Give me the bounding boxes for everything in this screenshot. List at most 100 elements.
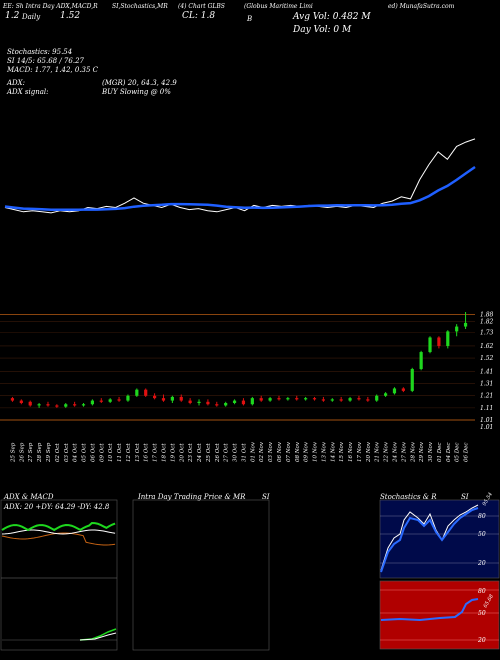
candle-body [224,403,228,406]
stoch-panel-title: Stochastics & R [380,493,437,501]
date-tick-label: 20 Oct [179,443,185,463]
avg-volume: Avg Vol: 0.482 M [293,12,371,22]
candle-body [410,369,414,391]
mr-panel-si: SI [262,493,270,501]
date-tick-label: 19 Oct [170,443,176,462]
candle-body [64,404,68,407]
candle-body [170,396,174,401]
buy-signal: BUY Slowing @ 0% [102,88,171,96]
date-tick-label: 12 Oct [126,443,132,462]
adx-line [1,529,116,535]
price-tick-label: 1.01 [480,424,493,431]
price-tick-label: 1.62 [480,343,494,350]
candle-body [312,398,317,400]
date-tick-label: 29 Sep [46,442,52,463]
date-tick-label: 07 Nov [286,441,292,462]
moving-average-line [4,165,476,212]
candle-body [250,398,254,405]
candle-body [277,398,281,400]
adx-panel-values: ADX: 20 +DY: 64.29 -DY: 42.8 [4,503,110,511]
candle-body [197,401,201,404]
header-daily: Daily [22,13,41,21]
header-close: CL: 1.8 [182,11,216,21]
price-tick-label: 1.21 [480,393,493,400]
rsi-level-20: 20 [478,637,486,644]
date-tick-label: 29 Nov [419,441,425,463]
si-value: SI 14/5: 65.68 / 76.27 [7,57,84,65]
candle-body [392,388,397,394]
candle-body [455,326,459,332]
date-tick-label: 18 Oct [161,443,167,462]
mr-panel-frame [132,499,270,651]
price-line [4,138,476,214]
date-tick-label: 16 Nov [348,441,354,462]
candle-body [90,400,95,405]
candle-body [152,395,157,399]
candle-body [366,399,370,401]
date-tick-label: 01 Dec [437,443,443,463]
mr-panel-title: Intra Day Trading Price & MR [138,493,246,501]
date-tick-label: 20 Nov [366,441,372,463]
stoch-level-50: 50 [478,531,486,538]
minus-di-line [1,532,116,546]
macd-signal-line [79,632,117,641]
candle-body [179,396,183,401]
mrg-value: (MGR) 20, 64.3, 42.9 [102,79,177,87]
date-tick-label: 11 Oct [117,443,123,462]
candle-body [330,399,334,401]
candle-body [73,404,77,406]
price-tick-label: 1.73 [480,330,494,337]
candle-body [321,399,326,401]
date-tick-label: 25 Oct [206,443,212,463]
candle-body [357,398,361,400]
adx-signal-label: ADX signal: [7,88,49,96]
price-tick-label: 1.41 [480,368,493,375]
date-tick-label: 21 Nov [375,441,381,463]
candle-body [428,337,432,353]
candle-body [10,398,15,401]
price-tick-label: 1.52 [480,355,494,362]
date-tick-label: 23 Oct [188,443,194,463]
candle-body [375,395,379,401]
rsi-line [380,598,479,622]
header-open: 1.2 [5,11,20,21]
rsi-panel-bg [379,580,500,650]
candle-body [446,331,450,346]
candle-body [144,389,148,396]
candle-body [268,398,272,401]
price-tick-label: 1.31 [480,381,493,388]
candle-body [126,395,130,401]
date-tick-label: 17 Nov [357,441,363,462]
price-tick-label: 1.01 [480,417,493,424]
candle-body [383,393,388,396]
price-tick-label: 1.82 [480,319,494,326]
candle-body [286,398,290,400]
date-tick-label: 02 Oct [55,443,61,462]
date-tick-label: 03 Nov [268,441,274,462]
date-tick-label: 10 Oct [108,443,114,462]
date-tick-label: 10 Nov [313,441,319,462]
date-tick-label: 02 Nov [259,441,265,462]
adx-panel-frame [0,499,118,651]
rsi-level-80: 80 [478,588,486,595]
date-tick-label: 16 Oct [144,443,150,462]
date-tick-label: 26 Sep [19,442,25,463]
date-tick-label: 27 Sep [28,442,34,463]
date-tick-label: 13 Oct [135,443,141,462]
plus-di-line [1,522,116,532]
candle-body [348,398,352,401]
candle-body [81,404,86,406]
date-tick-label: 28 Sep [37,442,43,463]
date-tick-label: 01 Nov [250,441,256,462]
stochastics-value: Stochastics: 95.54 [7,48,73,56]
candle-body [108,399,112,402]
candle-body [19,400,23,404]
candle-body [28,401,32,406]
date-tick-label: 30 Nov [428,441,434,462]
header-left-top: EE: Sh Intra Day ADX,MACD,R [3,3,98,10]
adx-panel-title: ADX & MACD [4,493,54,501]
candle-body [55,405,59,407]
date-tick-label: 09 Nov [304,441,310,462]
date-tick-label: 24 Nov [392,441,398,463]
date-tick-label: 27 Oct [224,443,230,463]
